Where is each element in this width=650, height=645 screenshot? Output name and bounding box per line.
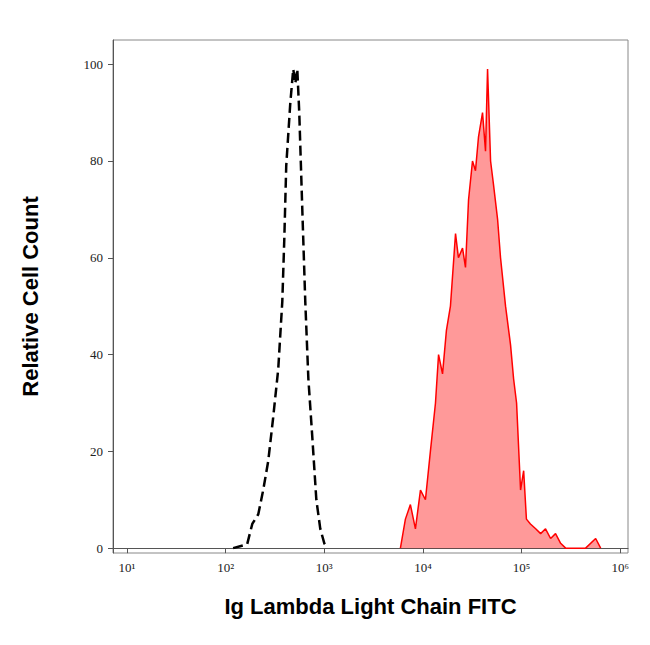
svg-text:60: 60 (90, 250, 103, 265)
svg-text:40: 40 (90, 347, 103, 362)
svg-text:0: 0 (97, 541, 104, 556)
svg-text:20: 20 (90, 444, 103, 459)
svg-text:80: 80 (90, 153, 103, 168)
svg-text:100: 100 (84, 57, 104, 72)
svg-text:Ig Lambda Light Chain FITC: Ig Lambda Light Chain FITC (224, 594, 516, 619)
svg-text:Relative Cell Count: Relative Cell Count (18, 196, 43, 397)
svg-text:10⁵: 10⁵ (513, 560, 531, 575)
svg-text:10³: 10³ (316, 560, 333, 575)
svg-text:10²: 10² (217, 560, 234, 575)
svg-text:10⁴: 10⁴ (414, 560, 432, 575)
svg-text:10⁶: 10⁶ (611, 560, 629, 575)
svg-text:10¹: 10¹ (119, 560, 136, 575)
